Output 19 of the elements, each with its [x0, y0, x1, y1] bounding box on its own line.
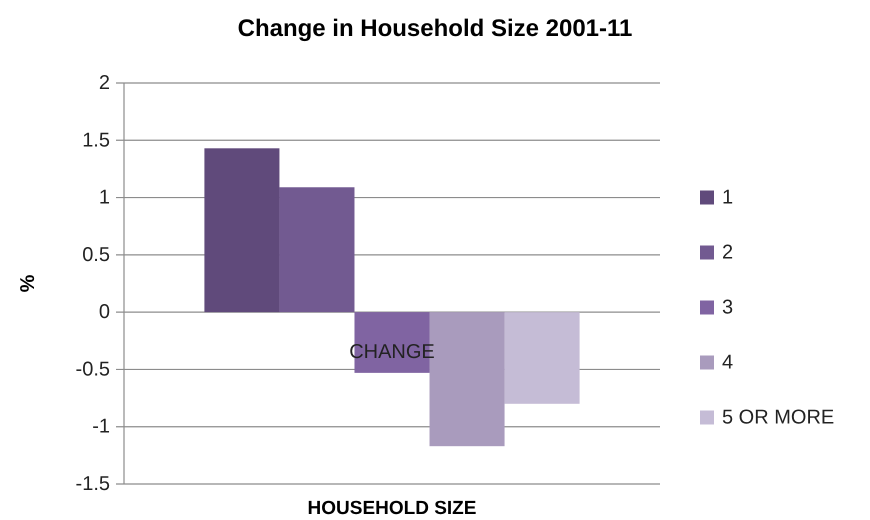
bar	[504, 312, 580, 404]
y-tick-label: -0.5	[76, 358, 110, 380]
y-tick-label: 0	[98, 301, 110, 324]
bar	[279, 187, 354, 312]
y-tick-label: 2	[98, 72, 110, 94]
bar	[204, 148, 280, 312]
legend-label: 4	[722, 352, 734, 374]
chart-title: Change in Household Size 2001-11	[238, 15, 632, 42]
y-tick-label: -1.5	[76, 473, 110, 495]
y-tick-label: 1	[98, 186, 110, 209]
y-axis-title: %	[17, 274, 39, 292]
legend-label: 5 OR MORE	[722, 406, 834, 428]
legend-label: 1	[722, 186, 734, 208]
legend-label: 2	[722, 242, 734, 264]
legend-label: 3	[722, 296, 734, 318]
y-tick-label: 1.5	[82, 129, 110, 152]
x-axis-title: HOUSEHOLD SIZE	[308, 498, 476, 519]
y-tick-label: -1	[92, 416, 110, 438]
y-tick-label: 0.5	[82, 244, 110, 266]
